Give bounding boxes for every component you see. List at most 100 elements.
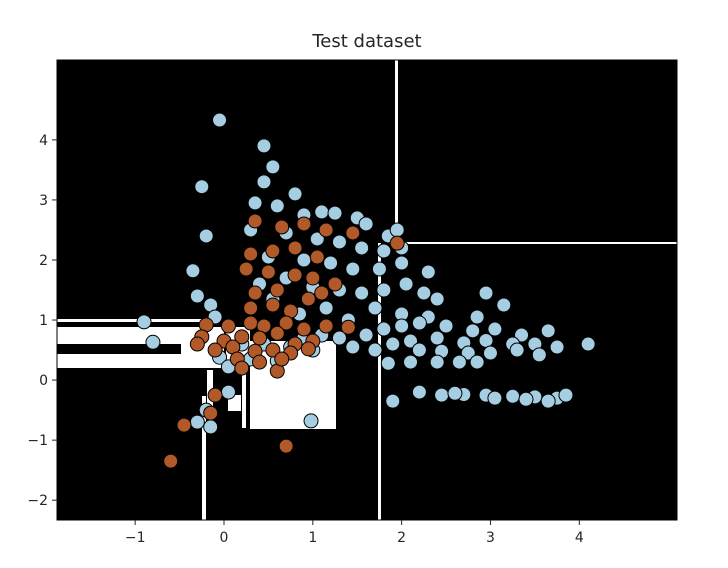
data-point <box>354 285 370 301</box>
data-point <box>558 387 574 403</box>
decision-region <box>395 60 398 243</box>
data-point <box>256 138 272 154</box>
decision-region-gap <box>57 344 181 354</box>
data-point <box>185 263 201 279</box>
x-tick-label: 4 <box>575 530 584 546</box>
y-tick-label: 4 <box>39 133 48 149</box>
data-point <box>309 231 325 247</box>
data-point <box>238 261 254 277</box>
plot-area <box>56 59 678 521</box>
points-layer <box>136 112 596 469</box>
data-point <box>518 391 534 407</box>
data-point <box>478 285 494 301</box>
data-point <box>189 288 205 304</box>
data-point <box>487 321 503 337</box>
data-point <box>207 342 223 358</box>
decision-region <box>57 319 207 322</box>
data-point <box>194 179 210 195</box>
data-point <box>447 385 463 401</box>
x-tick-label: 0 <box>220 530 229 546</box>
data-point <box>509 342 525 358</box>
data-point <box>247 285 263 301</box>
y-axis: −2 −1 0 1 2 3 4 <box>27 133 57 509</box>
data-point <box>331 330 347 346</box>
data-point <box>252 354 268 370</box>
data-point <box>287 186 303 202</box>
data-point <box>385 393 401 409</box>
decision-region <box>378 243 381 520</box>
data-point <box>540 393 556 409</box>
data-point <box>505 388 521 404</box>
plot-frame <box>56 59 678 521</box>
data-point <box>340 319 356 335</box>
data-point <box>300 291 316 307</box>
data-point <box>220 384 236 400</box>
y-tick-label: 0 <box>39 373 48 389</box>
data-point <box>389 222 405 238</box>
data-point <box>411 384 427 400</box>
data-point <box>549 339 565 355</box>
data-point <box>438 318 454 334</box>
data-point <box>189 336 205 352</box>
data-point <box>274 219 290 235</box>
x-tick-label: 1 <box>308 530 317 546</box>
data-point <box>403 333 419 349</box>
data-point <box>234 329 250 345</box>
data-point <box>487 390 503 406</box>
data-point <box>265 243 281 259</box>
data-point <box>234 360 250 376</box>
data-point <box>318 318 334 334</box>
data-point <box>403 354 419 370</box>
x-tick-label: 2 <box>397 530 406 546</box>
data-point <box>287 267 303 283</box>
data-point <box>469 309 485 325</box>
data-point <box>389 235 405 251</box>
data-point <box>323 255 339 271</box>
decision-region <box>397 242 677 244</box>
data-point <box>145 334 161 350</box>
data-point <box>416 285 432 301</box>
data-point <box>296 321 312 337</box>
data-point <box>358 327 374 343</box>
data-point <box>278 315 294 331</box>
data-point <box>136 314 152 330</box>
data-point <box>314 285 330 301</box>
data-point <box>354 240 370 256</box>
data-point <box>385 336 401 352</box>
data-point <box>376 321 392 337</box>
x-tick-label: 3 <box>486 530 495 546</box>
data-point <box>274 351 290 367</box>
data-point <box>367 300 383 316</box>
x-axis: −1 0 1 2 3 4 <box>125 520 584 546</box>
data-point <box>265 297 281 313</box>
data-point <box>411 342 427 358</box>
data-point <box>269 198 285 214</box>
data-point <box>252 330 268 346</box>
data-point <box>380 355 396 371</box>
data-point <box>256 174 272 190</box>
data-point <box>198 228 214 244</box>
data-point <box>265 159 281 175</box>
data-point <box>434 387 450 403</box>
data-point <box>278 438 294 454</box>
data-point <box>465 323 481 339</box>
data-point <box>429 291 445 307</box>
y-tick-label: 1 <box>39 313 48 329</box>
data-point <box>212 112 228 128</box>
y-tick-label: −2 <box>27 493 48 509</box>
data-point <box>207 387 223 403</box>
data-point <box>376 243 392 259</box>
y-tick-label: 2 <box>39 253 48 269</box>
data-point <box>247 195 263 211</box>
data-point <box>451 354 467 370</box>
data-point <box>296 252 312 268</box>
data-point <box>247 213 263 229</box>
y-tick-label: −1 <box>27 433 48 449</box>
data-point <box>327 276 343 292</box>
data-point <box>243 315 259 331</box>
data-point <box>327 205 343 221</box>
decision-region <box>242 372 246 428</box>
data-point <box>394 255 410 271</box>
data-point <box>580 336 596 352</box>
data-point <box>482 345 498 361</box>
